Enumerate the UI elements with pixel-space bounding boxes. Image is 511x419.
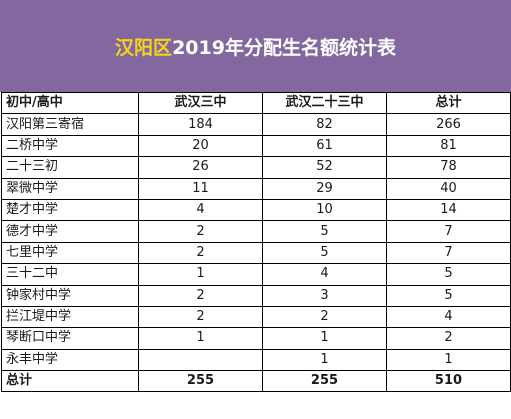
totals-row: 总计 255 255 510 [1,370,511,393]
quota-cell: 2 [262,305,387,329]
quota-cell [138,348,263,372]
quota-cell: 2 [138,241,263,265]
table-row: 琴断口中学 1 1 2 [1,327,511,350]
table-row: 三十二中 1 4 5 [1,263,511,286]
quota-cell: 61 [262,134,387,158]
quota-cell: 3 [262,284,387,307]
school-name-cell: 德才中学 [1,220,139,243]
quota-cell: 1 [386,348,511,372]
quota-cell: 2 [138,220,263,243]
header-cell: 总计 [386,91,511,115]
school-name-cell: 三十二中 [1,263,139,286]
table-row: 楚才中学 4 10 14 [1,198,511,222]
header-cell: 初中/高中 [1,91,139,115]
quota-cell: 5 [386,284,511,307]
table-row: 拦江堤中学 2 2 4 [1,305,511,329]
table-row: 翠微中学 11 29 40 [1,177,511,200]
header-row: 初中/高中 武汉三中 武汉二十三中 总计 [1,91,511,115]
quota-cell: 7 [386,220,511,243]
quota-cell: 78 [386,156,511,179]
quota-cell: 4 [386,305,511,329]
district-name: 汉阳区 [115,36,173,59]
quota-table: 初中/高中 武汉三中 武汉二十三中 总计 汉阳第三寄宿 184 82 266 二桥中学 2… [1,91,511,393]
title-banner: 汉阳区2019年分配生名额统计表 [0,0,511,92]
quota-cell: 29 [262,177,387,200]
quota-cell: 2 [386,327,511,350]
quota-cell: 4 [138,198,263,222]
quota-cell: 20 [138,134,263,158]
table-row: 钟家村中学 2 3 5 [1,284,511,307]
title-text: 2019年分配生名额统计表 [172,36,396,59]
table-row: 七里中学 2 5 7 [1,241,511,265]
totals-cell: 510 [386,370,511,393]
quota-cell: 40 [386,177,511,200]
quota-cell: 10 [262,198,387,222]
quota-cell: 1 [138,263,263,286]
table-row: 二桥中学 20 61 81 [1,134,511,158]
table-row: 德才中学 2 5 7 [1,220,511,243]
quota-cell: 11 [138,177,263,200]
header-cell: 武汉三中 [138,91,263,115]
totals-cell: 255 [138,370,263,393]
school-name-cell: 二桥中学 [1,134,139,158]
school-name-cell: 楚才中学 [1,198,139,222]
quota-cell: 4 [262,263,387,286]
totals-cell: 255 [262,370,387,393]
totals-label: 总计 [1,370,139,393]
school-name-cell: 翠微中学 [1,177,139,200]
quota-cell: 14 [386,198,511,222]
quota-cell: 266 [386,113,511,136]
header-cell: 武汉二十三中 [262,91,387,115]
quota-cell: 7 [386,241,511,265]
quota-cell: 5 [386,263,511,286]
quota-cell: 82 [262,113,387,136]
quota-cell: 26 [138,156,263,179]
table-row: 二十三初 26 52 78 [1,156,511,179]
page-title: 汉阳区2019年分配生名额统计表 [115,33,396,60]
quota-cell: 1 [262,327,387,350]
quota-cell: 81 [386,134,511,158]
quota-cell: 184 [138,113,263,136]
quota-cell: 52 [262,156,387,179]
quota-cell: 1 [262,348,387,372]
school-name-cell: 永丰中学 [1,348,139,372]
quota-cell: 2 [138,284,263,307]
school-name-cell: 二十三初 [1,156,139,179]
table-body: 汉阳第三寄宿 184 82 266 二桥中学 20 61 81 二十三初 26 52 78 翠微中学 11… [1,113,511,372]
quota-cell: 5 [262,220,387,243]
quota-cell: 1 [138,327,263,350]
table-row: 永丰中学 1 1 [1,348,511,372]
school-name-cell: 七里中学 [1,241,139,265]
table-row: 汉阳第三寄宿 184 82 266 [1,113,511,136]
school-name-cell: 钟家村中学 [1,284,139,307]
school-name-cell: 汉阳第三寄宿 [1,113,139,136]
school-name-cell: 拦江堤中学 [1,305,139,329]
quota-cell: 2 [138,305,263,329]
quota-cell: 5 [262,241,387,265]
school-name-cell: 琴断口中学 [1,327,139,350]
